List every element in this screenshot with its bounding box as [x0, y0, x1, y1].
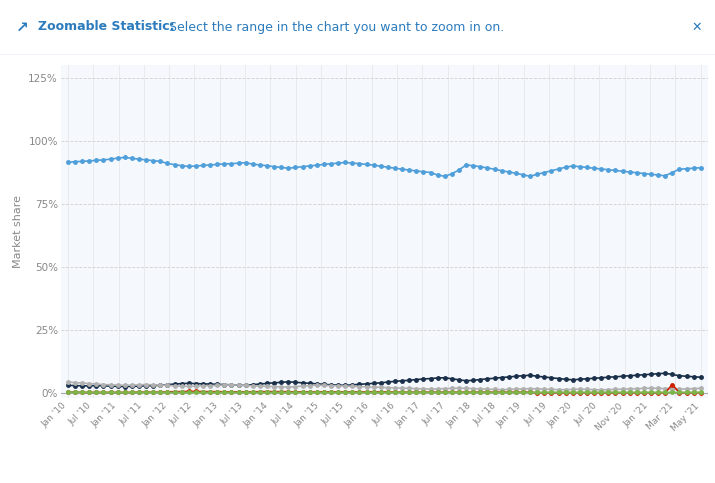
- Text: ✕: ✕: [691, 20, 702, 33]
- Text: Select the range in the chart you want to zoom in on.: Select the range in the chart you want t…: [165, 20, 504, 33]
- Text: ↗: ↗: [16, 19, 29, 34]
- Y-axis label: Market share: Market share: [13, 195, 23, 269]
- Text: Zoomable Statistic:: Zoomable Statistic:: [38, 20, 174, 33]
